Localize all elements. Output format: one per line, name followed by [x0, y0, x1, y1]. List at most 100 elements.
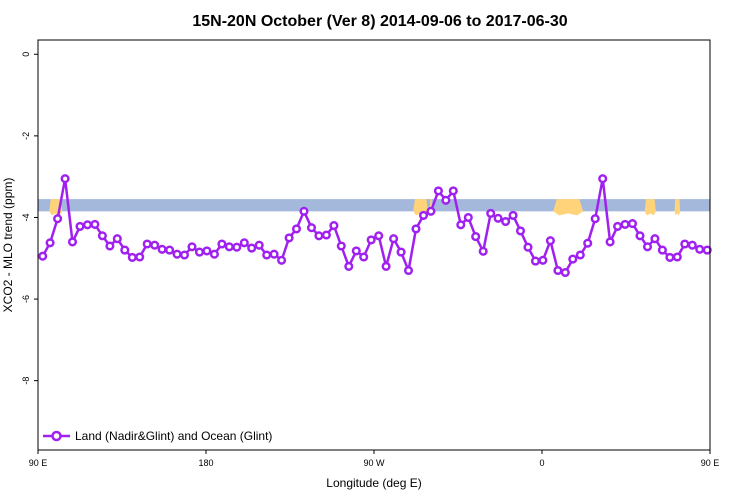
data-point [247, 243, 257, 253]
data-point [53, 214, 63, 224]
data-point [90, 219, 100, 229]
series-line-group [38, 174, 712, 278]
data-point [45, 238, 55, 248]
data-point [665, 252, 675, 262]
data-point [150, 240, 160, 250]
x-tick-label: 90 E [29, 458, 48, 468]
data-point [403, 265, 414, 276]
data-point [433, 186, 443, 196]
data-point [127, 252, 137, 262]
data-point [359, 252, 369, 262]
y-tick-label: -6 [21, 295, 31, 303]
legend: Land (Nadir&Glint) and Ocean (Glint) [43, 429, 272, 443]
data-point [620, 219, 630, 229]
data-point [605, 237, 615, 247]
data-point [187, 242, 197, 252]
data-point [411, 224, 421, 234]
data-point [456, 220, 466, 230]
data-point [575, 250, 585, 260]
data-point [568, 254, 578, 264]
y-tick-label: -2 [21, 132, 31, 140]
data-point [157, 244, 167, 254]
data-point [269, 249, 279, 259]
land-segment [644, 199, 656, 216]
data-point [583, 238, 593, 248]
data-point [105, 241, 115, 251]
data-point [530, 256, 541, 266]
land-segment [553, 199, 584, 216]
data-point [650, 234, 660, 244]
data-point [508, 210, 518, 220]
data-point [672, 252, 682, 262]
data-point [538, 255, 548, 265]
chart-title: 15N-20N October (Ver 8) 2014-09-06 to 20… [192, 13, 567, 30]
data-point [545, 236, 555, 246]
legend-marker-swatch [51, 430, 62, 442]
y-tick-label: -4 [21, 213, 31, 221]
data-point [38, 251, 48, 261]
data-point [60, 174, 70, 184]
data-point [463, 212, 473, 223]
ocean-band [38, 199, 710, 212]
data-point [135, 252, 145, 262]
data-point [291, 224, 302, 234]
data-point [299, 206, 309, 216]
data-point [635, 231, 645, 241]
data-point [209, 249, 219, 259]
data-point [172, 249, 182, 259]
y-axis: 0 -2 -4 -6 -8 [21, 52, 38, 385]
y-tick-label: -8 [21, 377, 31, 385]
data-point [381, 261, 391, 271]
data-point [627, 219, 638, 229]
data-point [82, 220, 93, 230]
data-point [202, 246, 212, 256]
data-point [75, 221, 85, 231]
data-point [179, 250, 190, 260]
data-point [657, 245, 667, 255]
x-tick-label: 180 [198, 458, 213, 468]
data-point [471, 232, 481, 242]
data-point [351, 246, 361, 256]
x-tick-label: 0 [539, 458, 544, 468]
data-point [306, 223, 317, 233]
data-point [194, 247, 205, 257]
data-point [217, 239, 227, 249]
data-point [486, 208, 496, 218]
land-segment [674, 199, 681, 216]
data-point [277, 255, 287, 265]
x-tick-label: 90 E [701, 458, 720, 468]
data-point [448, 186, 458, 196]
data-point [426, 206, 436, 216]
data-point [389, 234, 399, 244]
data-point [314, 231, 324, 241]
data-point [284, 233, 294, 243]
y-axis-label: XCO2 - MLO trend (ppm) [1, 178, 15, 313]
data-point [336, 241, 346, 251]
data-point [329, 221, 339, 231]
data-point [374, 231, 384, 241]
data-point [501, 216, 511, 227]
legend-label: Land (Nadir&Glint) and Ocean (Glint) [75, 429, 272, 443]
data-point [165, 245, 175, 255]
data-point [613, 221, 623, 231]
data-point [695, 244, 705, 254]
data-point [344, 261, 354, 271]
data-point [97, 231, 107, 241]
data-point [142, 239, 152, 249]
data-point [560, 267, 570, 278]
data-point [418, 210, 429, 220]
data-point [254, 240, 264, 250]
data-point [680, 239, 690, 249]
x-axis: 90 E 180 90 W 0 90 E [29, 450, 720, 468]
data-point [67, 237, 78, 247]
data-point [262, 250, 272, 260]
data-point [493, 213, 503, 223]
data-point [553, 265, 563, 276]
x-tick-label: 90 W [363, 458, 385, 468]
data-point [523, 242, 533, 252]
data-point [112, 234, 122, 244]
data-point [478, 246, 488, 256]
data-point [321, 230, 331, 240]
data-point [396, 247, 406, 257]
data-point [515, 226, 526, 236]
